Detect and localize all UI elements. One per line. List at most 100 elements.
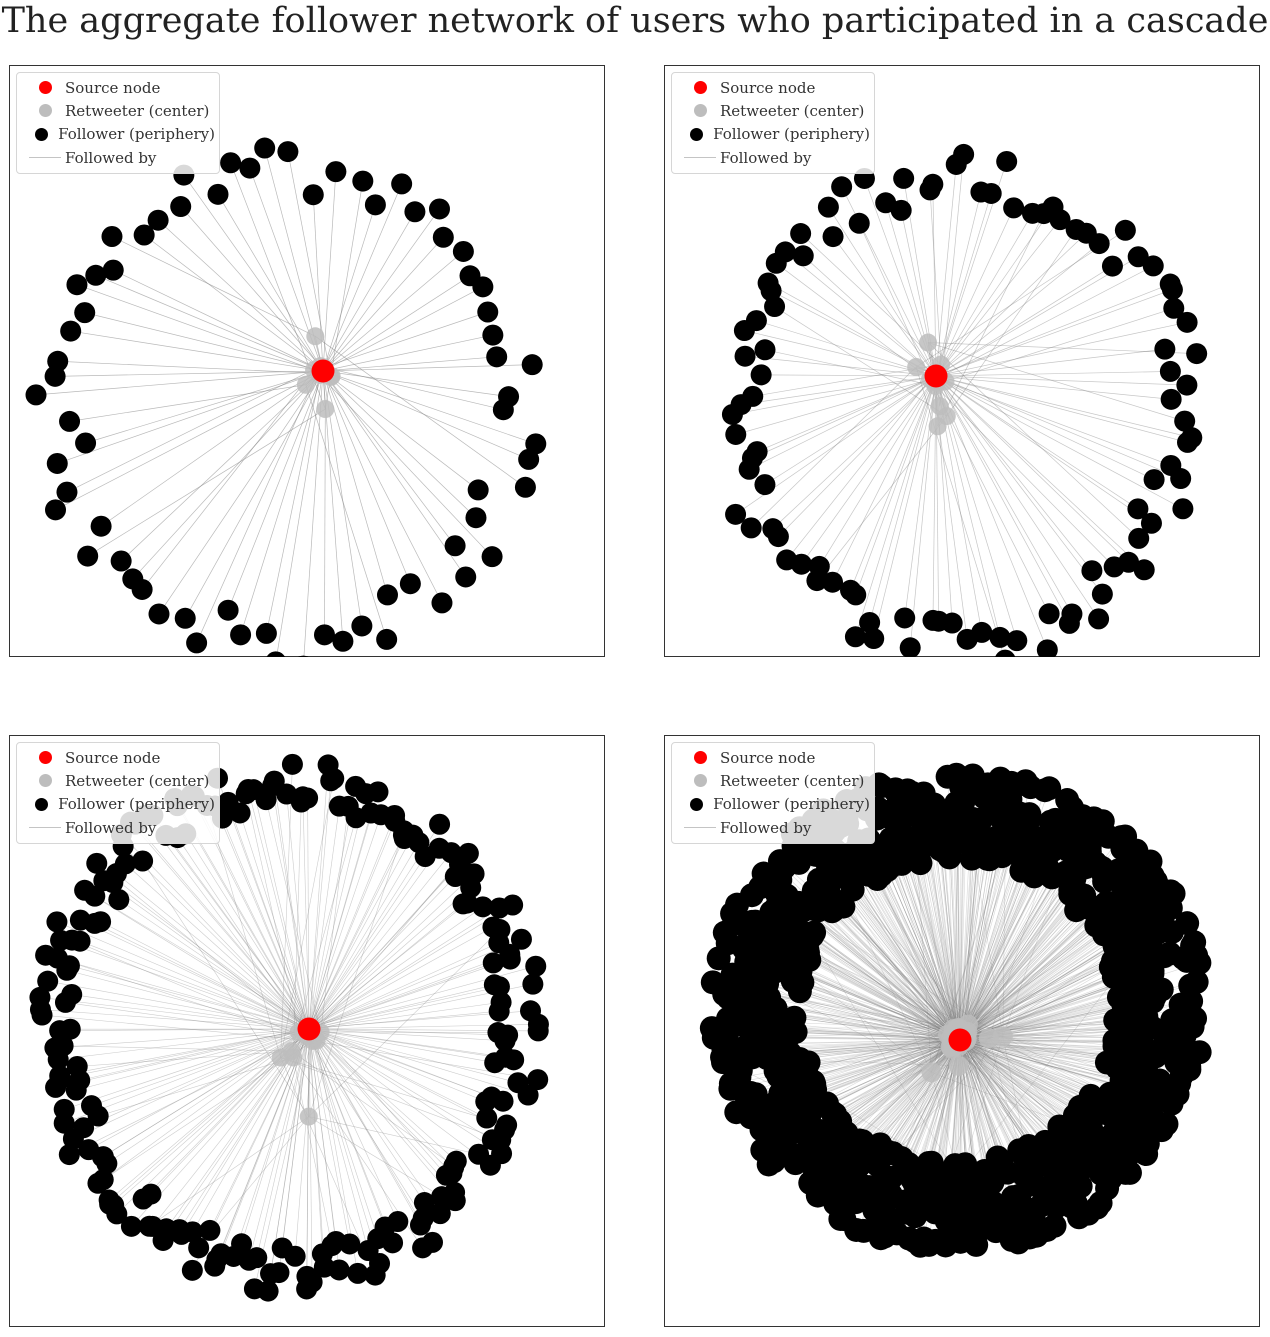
follower-node (147, 209, 169, 231)
edge (79, 940, 310, 1030)
edge (855, 375, 937, 637)
edge (312, 1040, 538, 1080)
follower-node (848, 212, 870, 234)
follower-node (90, 911, 112, 933)
legend-item-retweeter: Retweeter (center) (680, 769, 870, 792)
edge (796, 926, 961, 1041)
edge (732, 375, 937, 415)
follower-node (492, 1090, 514, 1112)
follower-node (1103, 556, 1125, 578)
follower-node (838, 864, 863, 889)
edge (294, 1031, 314, 1257)
follower-node (332, 630, 354, 652)
edge (935, 265, 1113, 377)
follower-node (479, 1154, 501, 1176)
edge (953, 852, 1014, 1030)
follower-node (725, 503, 747, 525)
follower-node (822, 571, 844, 593)
edge (54, 1028, 310, 1049)
source-node (297, 1017, 321, 1041)
edge (280, 764, 293, 1058)
follower-node (764, 296, 786, 318)
edge (935, 375, 1103, 595)
edge (55, 370, 324, 377)
edge (103, 1028, 309, 1157)
edge (797, 930, 961, 1041)
edge (149, 1116, 309, 1227)
follower-node (428, 198, 450, 220)
follower-node (1175, 911, 1200, 936)
follower-node (790, 223, 812, 245)
edge (308, 1028, 493, 1140)
edge (308, 1116, 479, 1155)
edge (319, 211, 416, 376)
edge (39, 997, 310, 1030)
edge (799, 1039, 961, 1060)
follower-node (347, 1262, 369, 1284)
edge (214, 805, 310, 1030)
edge (308, 1028, 386, 1228)
edge (292, 802, 302, 1058)
follower-node (1170, 468, 1192, 490)
edge (817, 910, 961, 1041)
follower-node (859, 611, 881, 633)
edge (298, 1031, 498, 1033)
edge (959, 879, 1075, 1041)
follower-node (989, 626, 1011, 648)
edge (320, 1032, 447, 1176)
edge (797, 1028, 954, 1074)
edge (308, 938, 522, 1030)
edge (868, 874, 961, 1041)
edge (832, 236, 937, 377)
follower-node (1159, 360, 1181, 382)
edge (309, 903, 464, 1031)
edge (322, 370, 456, 546)
edge (799, 991, 961, 1041)
edge (322, 370, 536, 445)
edge (814, 1039, 961, 1085)
edge (308, 814, 382, 1028)
follower-node (1038, 1154, 1063, 1179)
edge (959, 951, 1127, 1041)
edge (280, 1057, 501, 1141)
edge (890, 861, 955, 1047)
edge (953, 867, 1048, 1039)
edge (753, 989, 961, 1041)
follower-node (472, 276, 494, 298)
legend-label: Source node (65, 78, 161, 97)
edge (1002, 835, 1006, 1037)
edge (865, 1039, 961, 1151)
edge (308, 838, 405, 1030)
edge (222, 817, 310, 1030)
follower-node (1064, 898, 1089, 923)
edge (958, 843, 978, 1028)
follower-node (85, 264, 107, 286)
follower-node (456, 892, 478, 914)
follower-node (297, 787, 319, 809)
follower-node (313, 624, 335, 646)
edge (959, 1039, 1024, 1155)
edge (959, 934, 1105, 1041)
edge (945, 307, 1174, 382)
edge (45, 954, 310, 1030)
follower-node (230, 624, 252, 646)
edge (795, 1031, 962, 1039)
edge (152, 815, 310, 1030)
edge (951, 858, 988, 1038)
edge (952, 842, 961, 1041)
edge (308, 1028, 323, 1254)
edge (217, 194, 324, 372)
edge (135, 823, 310, 1030)
edge (798, 963, 961, 1041)
follower-node (367, 781, 389, 803)
edge (959, 876, 1035, 1041)
follower-node-marker (690, 797, 704, 811)
edge (308, 962, 494, 1030)
edge (925, 841, 961, 1041)
edge (959, 846, 980, 1041)
edge (83, 1028, 310, 1128)
edge (959, 847, 998, 1041)
retweeter-node (919, 333, 938, 352)
edge (40, 1009, 310, 1030)
edge (118, 899, 310, 1030)
